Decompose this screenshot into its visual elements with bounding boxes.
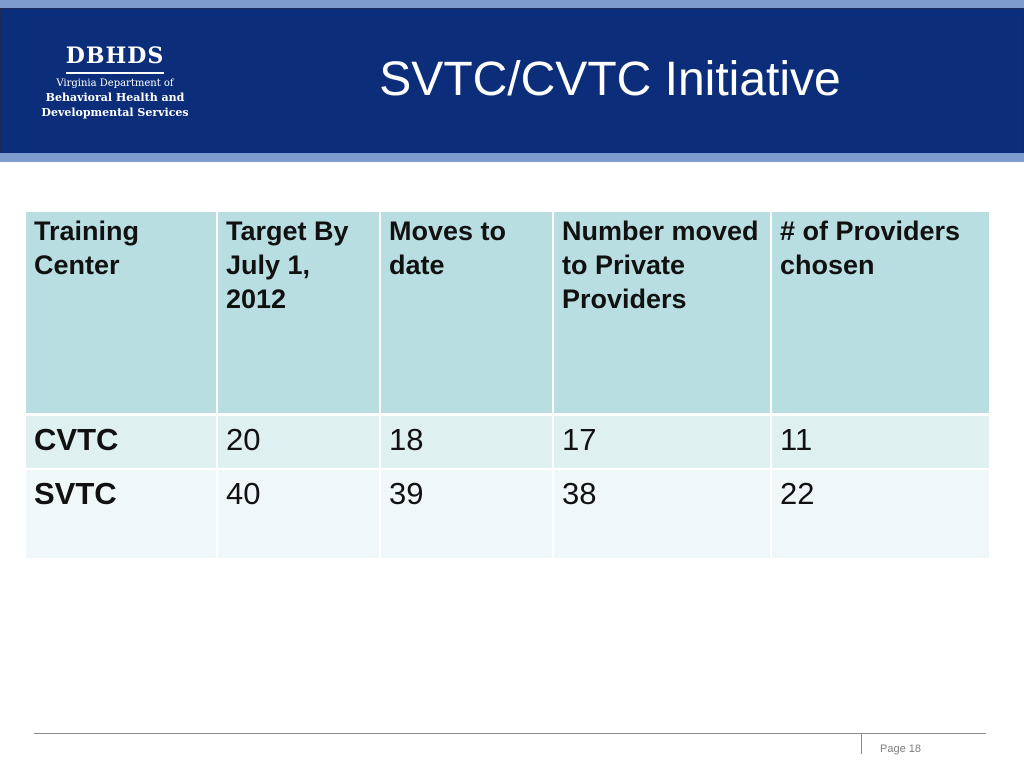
cell-center: CVTC [26,414,218,470]
cell-private: 17 [553,414,772,470]
column-header-private-providers: Number moved to Private Providers [553,212,772,416]
slide-title: SVTC/CVTC Initiative [379,53,841,106]
cell-providers: 11 [771,414,989,470]
header-banner: DBHDS Virginia Department of Behavioral … [0,0,1024,162]
dbhds-logo: DBHDS Virginia Department of Behavioral … [30,42,200,120]
cell-moves: 18 [380,414,554,470]
column-header-providers-chosen: # of Providers chosen [771,212,989,416]
column-header-training-center: Training Center [26,212,218,416]
cell-moves: 39 [380,469,554,558]
footer-tick-divider [861,734,862,754]
header-bottom-band [0,153,1024,162]
table-header-row: Training Center Target By July 1, 2012 M… [26,212,989,416]
logo-line-3: Developmental Services [41,106,189,119]
cell-providers: 22 [771,469,989,558]
header-top-band [0,0,1024,8]
page-number: Page 18 [880,743,921,755]
cell-target: 20 [217,414,381,470]
logo-title: DBHDS [65,42,165,74]
table-row: CVTC 20 18 17 11 [26,414,989,470]
column-header-target: Target By July 1, 2012 [217,212,381,416]
footer-divider [34,733,986,734]
initiative-table: Training Center Target By July 1, 2012 M… [26,212,989,558]
logo-line-2: Behavioral Health and [45,91,185,104]
cell-center: SVTC [26,469,218,558]
cell-target: 40 [217,469,381,558]
header-main-panel [0,8,1024,154]
cell-private: 38 [553,469,772,558]
logo-line-1: Virginia Department of [56,78,174,89]
table-row: SVTC 40 39 38 22 [26,469,989,558]
column-header-moves: Moves to date [380,212,554,416]
